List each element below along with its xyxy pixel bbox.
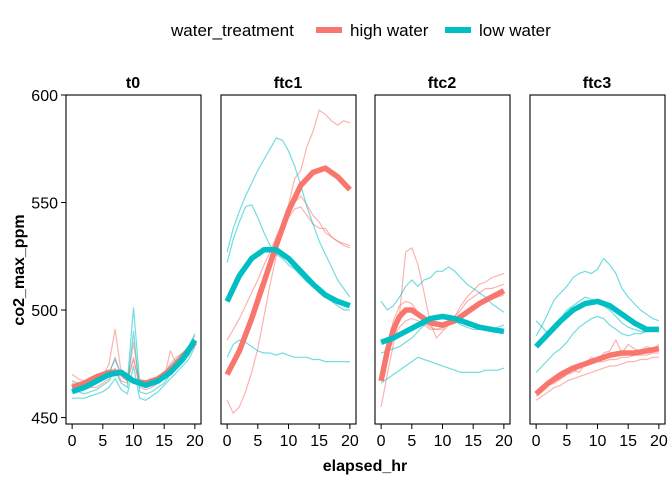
smooth-line-high-water [534,345,660,396]
legend-label-high-water: high water [350,21,429,40]
x-tick-label: 20 [186,433,204,450]
x-tick-label: 5 [407,433,416,450]
smooth-line-high-water [378,288,506,382]
x-tick-label: 10 [589,433,607,450]
facet-strip-label: ftc1 [274,75,303,92]
panel-border [65,94,202,425]
facet-panel-ftc3: ftc3 [529,75,666,425]
x-tick-label: 10 [280,433,298,450]
raw-line-low-water [380,356,505,384]
raw-line-high-water [226,206,351,375]
y-axis-title: co2_max_ppm [11,214,28,325]
facet-panel-ftc1: ftc1 [220,75,357,425]
facet-panel-t0: t0 [65,75,202,425]
legend: water_treatment high water low water [170,21,551,40]
raw-line-low-water [72,346,196,401]
x-tick-label: 20 [495,433,513,450]
x-tick-label: 15 [464,433,482,450]
raw-line-low-water [535,315,660,373]
raw-line-high-water [535,339,660,393]
facet-panel-ftc2: ftc2 [374,75,511,425]
smooth-line-low-water [380,313,505,345]
raw-line-high-water [72,344,196,391]
raw-line-high-water [380,283,505,375]
facet-strip-label: ftc2 [428,75,457,92]
x-axis-title: elapsed_hr [323,458,407,475]
smooth-line-low-water [534,298,659,349]
x-axes: 0 5 10 15 20 0 5 10 15 20 0 5 10 15 20 0 5 10 15 20 [68,424,668,450]
smooth-line-low-water [224,247,351,309]
x-tick-label: 10 [125,433,143,450]
x-tick-label: 5 [253,433,262,450]
panel-border [374,94,511,425]
raw-line-high-water [535,356,659,401]
facet-strip-label: t0 [126,75,140,92]
y-axis: 450 500 550 600 [31,88,66,428]
x-tick-label: 20 [341,433,359,450]
x-tick-label: 15 [155,433,173,450]
x-tick-label: 5 [562,433,571,450]
smooth-line-high-water [224,165,352,376]
x-tick-label: 0 [377,433,386,450]
x-tick-label: 10 [434,433,452,450]
raw-line-low-water [226,137,351,298]
x-tick-label: 20 [650,433,668,450]
x-tick-label: 15 [310,433,328,450]
y-tick-label: 500 [31,303,58,320]
x-tick-label: 15 [619,433,637,450]
panel-border [529,94,666,425]
legend-title: water_treatment [170,21,294,40]
legend-label-low-water: low water [479,21,551,40]
raw-line-high-water [226,109,351,414]
x-tick-label: 0 [223,433,232,450]
facet-strip-label: ftc3 [583,75,612,92]
x-tick-label: 0 [532,433,541,450]
raw-line-low-water [380,266,505,313]
y-tick-label: 600 [31,88,58,105]
y-tick-label: 450 [31,411,58,428]
x-tick-label: 0 [68,433,77,450]
raw-line-low-water [71,307,196,386]
smooth-line-low-water [71,338,198,395]
y-tick-label: 550 [31,196,58,213]
raw-line-low-water [226,339,350,363]
raw-line-low-water [535,257,660,337]
x-tick-label: 5 [98,433,107,450]
